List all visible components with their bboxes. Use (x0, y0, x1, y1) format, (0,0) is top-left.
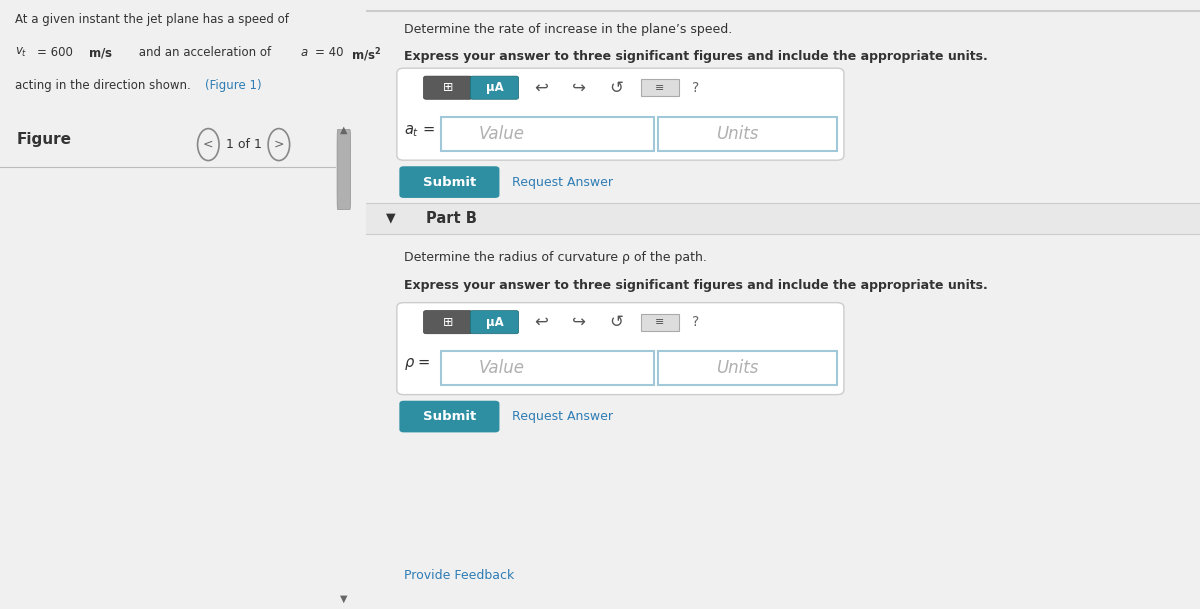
FancyBboxPatch shape (424, 311, 472, 334)
FancyBboxPatch shape (470, 311, 518, 334)
Text: ▼: ▼ (340, 594, 348, 604)
Bar (641, 79, 679, 96)
Text: = 40: = 40 (314, 46, 350, 59)
Text: $a$: $a$ (300, 46, 308, 59)
Text: Request Answer: Request Answer (512, 410, 613, 423)
Text: 1 of 1: 1 of 1 (226, 138, 262, 151)
Bar (658, 351, 838, 385)
FancyBboxPatch shape (470, 76, 518, 99)
Text: At a given instant the jet plane has a speed of: At a given instant the jet plane has a s… (14, 13, 288, 26)
FancyBboxPatch shape (400, 166, 499, 198)
Bar (442, 351, 654, 385)
Text: ⊞: ⊞ (443, 315, 452, 329)
Text: ↩: ↩ (534, 79, 548, 97)
Text: ↺: ↺ (610, 79, 623, 97)
Text: Figure: Figure (17, 132, 72, 147)
Text: $\rho$ =: $\rho$ = (403, 356, 430, 372)
Text: ▲: ▲ (340, 125, 348, 135)
Text: Provide Feedback: Provide Feedback (403, 569, 514, 582)
Text: $\mathbf{m/s^2}$: $\mathbf{m/s^2}$ (352, 46, 382, 63)
Text: acting in the direction shown.: acting in the direction shown. (14, 79, 194, 92)
Text: μA: μA (486, 315, 503, 329)
Text: Value: Value (479, 125, 524, 143)
Text: (Figure 1): (Figure 1) (205, 79, 262, 92)
Text: <: < (203, 138, 214, 151)
Text: ▼: ▼ (386, 211, 396, 225)
Text: ?: ? (692, 81, 700, 94)
FancyBboxPatch shape (337, 130, 350, 209)
Bar (366, 203, 1200, 234)
Text: Units: Units (716, 359, 758, 377)
Text: >: > (274, 138, 284, 151)
Text: $v_t$: $v_t$ (14, 46, 28, 59)
Bar (641, 314, 679, 331)
Text: Express your answer to three significant figures and include the appropriate uni: Express your answer to three significant… (403, 50, 988, 63)
Text: ?: ? (692, 315, 700, 329)
Text: Submit: Submit (422, 175, 476, 189)
Text: Request Answer: Request Answer (512, 175, 613, 189)
FancyBboxPatch shape (397, 68, 844, 160)
FancyBboxPatch shape (424, 76, 472, 99)
FancyBboxPatch shape (400, 401, 499, 432)
Text: ↪: ↪ (571, 313, 586, 331)
Text: ≡: ≡ (655, 317, 665, 327)
Text: Submit: Submit (422, 410, 476, 423)
Text: ↪: ↪ (571, 79, 586, 97)
Text: Value: Value (479, 359, 524, 377)
Text: Determine the rate of increase in the plane’s speed.: Determine the rate of increase in the pl… (403, 23, 732, 36)
Text: and an acceleration of: and an acceleration of (136, 46, 275, 59)
Text: ⊞: ⊞ (443, 81, 452, 94)
Text: Units: Units (716, 125, 758, 143)
Text: $\mathbf{m/s}$: $\mathbf{m/s}$ (88, 46, 113, 60)
FancyBboxPatch shape (397, 303, 844, 395)
Text: ≡: ≡ (655, 83, 665, 93)
Text: Determine the radius of curvature ρ of the path.: Determine the radius of curvature ρ of t… (403, 251, 707, 264)
Text: $a_t$ =: $a_t$ = (403, 123, 434, 139)
Text: ↩: ↩ (534, 313, 548, 331)
Text: ↺: ↺ (610, 313, 623, 331)
Text: Part B: Part B (426, 211, 476, 225)
Text: = 600: = 600 (37, 46, 80, 59)
Bar (658, 117, 838, 151)
Text: μA: μA (486, 81, 503, 94)
Bar (442, 117, 654, 151)
Text: Express your answer to three significant figures and include the appropriate uni: Express your answer to three significant… (403, 279, 988, 292)
